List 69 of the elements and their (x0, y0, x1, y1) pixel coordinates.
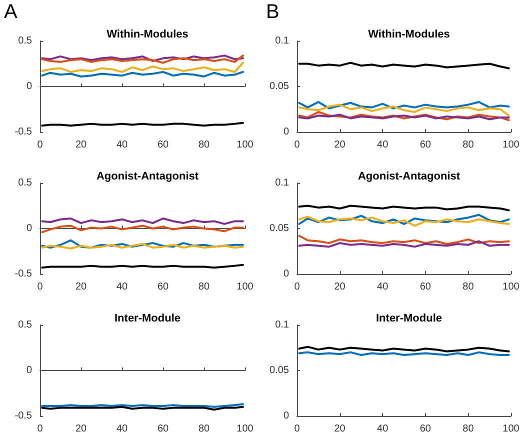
y-tick-label: 0.05 (270, 365, 290, 376)
line-series (298, 110, 510, 122)
chart-title: Agonist-Antagonist (96, 170, 199, 182)
x-tick-label: 40 (116, 282, 128, 292)
line-series (41, 224, 244, 234)
text: B (266, 1, 280, 23)
y-tick-label: 0.05 (270, 81, 290, 92)
x-tick-label: 100 (236, 424, 254, 434)
x-tick-label: 0 (294, 140, 300, 150)
x-tick-label: 40 (377, 424, 389, 434)
x-tick-label: 40 (377, 282, 389, 292)
chart-title: Inter-Module (114, 312, 180, 324)
y-tick-label: -0.5 (14, 268, 32, 280)
y-tick-label: -0.5 (14, 410, 32, 422)
chart-title: Within-Modules (106, 28, 188, 40)
x-tick-label: 80 (198, 140, 210, 150)
chart-title: Within-Modules (368, 28, 450, 40)
x-tick-label: 100 (502, 282, 520, 292)
y-tick-label: 0 (283, 126, 290, 138)
chart-title: Agonist-Antagonist (358, 170, 460, 182)
x-tick-label: 20 (334, 424, 346, 434)
x-tick-label: 20 (75, 424, 87, 434)
y-tick-label: 0.5 (18, 36, 32, 46)
x-tick-label: 0 (37, 140, 44, 150)
y-tick-label: 0.1 (275, 36, 290, 46)
x-tick-label: 60 (420, 140, 432, 150)
y-tick-label: 0.1 (275, 320, 290, 330)
y-tick-label: 0 (283, 410, 290, 422)
x-tick-label: 100 (502, 140, 520, 150)
x-tick-label: 0 (37, 282, 44, 292)
x-tick-label: 60 (157, 140, 169, 150)
x-tick-label: 20 (75, 140, 87, 150)
x-tick-label: 80 (462, 424, 474, 434)
y-tick-label: 0.5 (18, 320, 32, 330)
x-tick-label: 20 (334, 282, 346, 292)
y-tick-label: 0 (26, 81, 32, 92)
x-tick-label: 100 (236, 140, 254, 150)
y-tick-label: 0.5 (18, 178, 32, 188)
x-tick-label: 100 (236, 282, 254, 292)
x-tick-label: 0 (294, 282, 300, 292)
x-tick-label: 0 (37, 424, 44, 434)
line-series (298, 100, 510, 110)
y-tick-label: 0 (283, 268, 290, 280)
y-tick-label: 0.05 (270, 223, 290, 234)
x-tick-label: 20 (75, 282, 87, 292)
x-tick-label: 80 (198, 282, 210, 292)
x-tick-label: 80 (462, 282, 474, 292)
text: A (4, 1, 18, 23)
x-tick-label: 60 (157, 424, 169, 434)
x-tick-label: 40 (377, 140, 389, 150)
x-tick-label: 40 (116, 140, 128, 150)
x-tick-label: 80 (462, 140, 474, 150)
line-series (298, 234, 510, 245)
y-tick-label: 0 (26, 365, 32, 376)
line-series (298, 104, 510, 117)
x-tick-label: 40 (116, 424, 128, 434)
y-tick-label: 0.1 (275, 178, 290, 188)
x-tick-label: 20 (334, 140, 346, 150)
x-tick-label: 60 (420, 424, 432, 434)
y-tick-label: 0 (26, 223, 32, 234)
x-tick-label: 100 (502, 424, 520, 434)
x-tick-label: 60 (157, 282, 169, 292)
x-tick-label: 60 (420, 282, 432, 292)
line-series (41, 62, 244, 73)
chart-title: Inter-Module (376, 312, 442, 324)
x-tick-label: 0 (294, 424, 300, 434)
x-tick-label: 80 (198, 424, 210, 434)
line-series (41, 239, 244, 249)
y-tick-label: -0.5 (14, 126, 32, 138)
